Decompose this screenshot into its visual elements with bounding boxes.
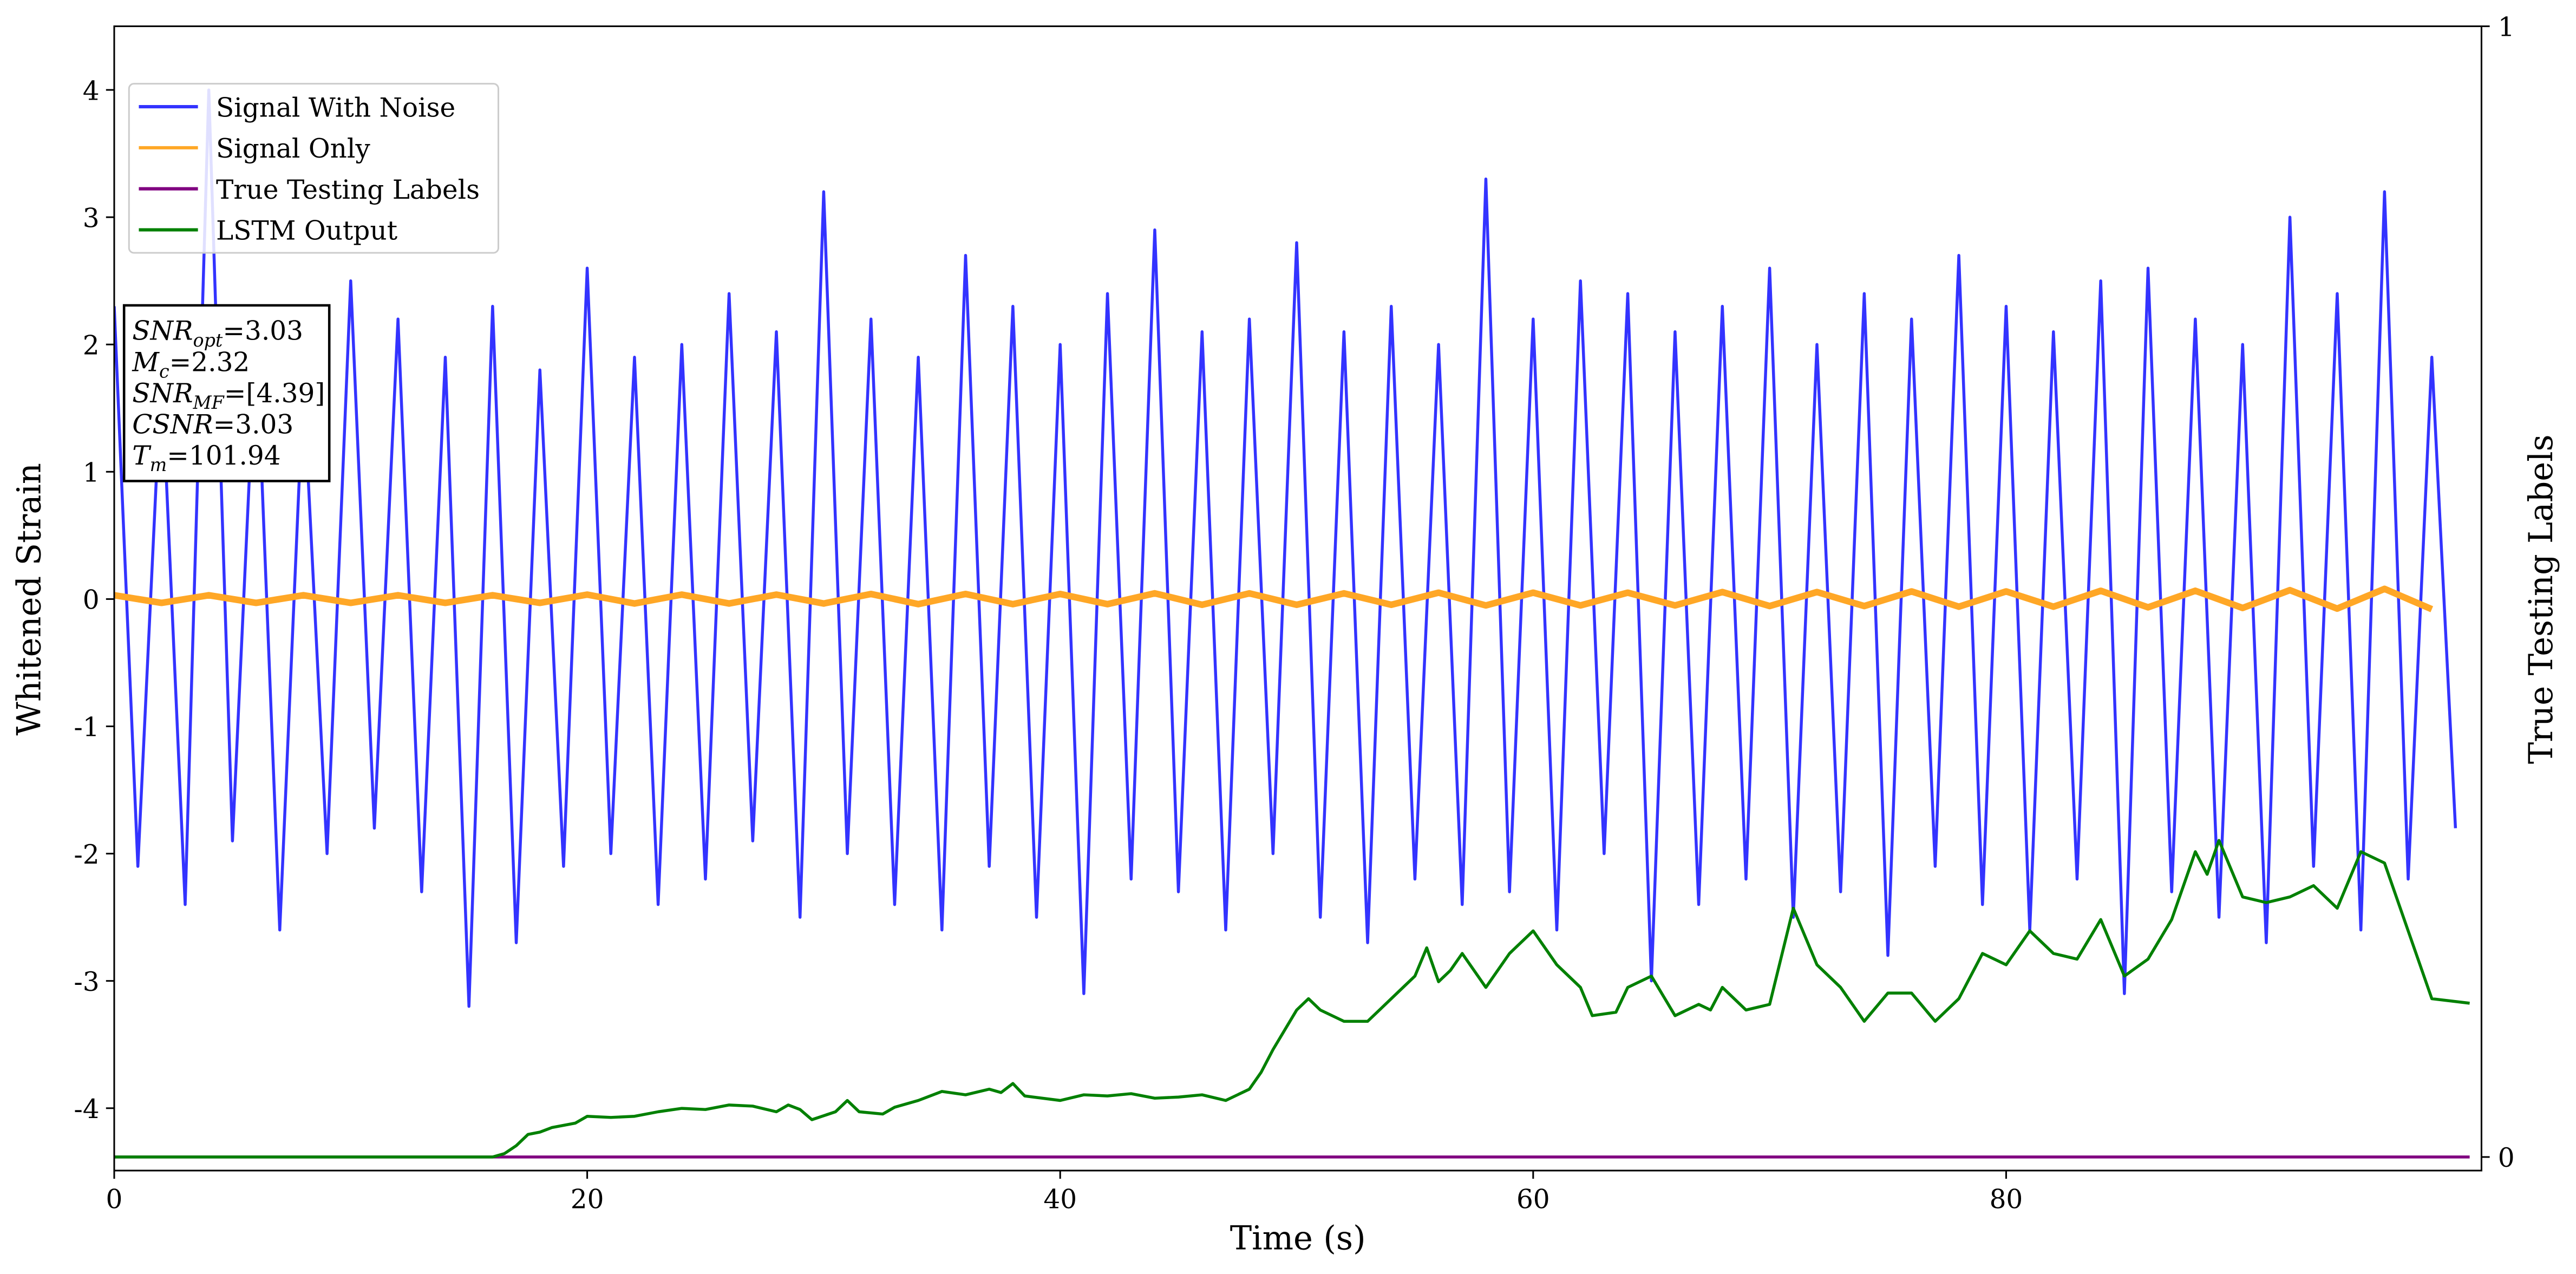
y-tick-label: 4 xyxy=(83,76,100,106)
annotation-frame xyxy=(122,304,331,482)
legend-label: Signal Only xyxy=(216,134,370,164)
y-tick-label: -4 xyxy=(74,1094,99,1125)
y2-tick-label: 0 xyxy=(2498,1143,2515,1173)
annotation-text: CSNR=3.03 xyxy=(132,410,293,440)
x-tick-label: 40 xyxy=(1043,1185,1077,1215)
annotation-rest: =3.03 xyxy=(223,316,303,347)
annotation-main: CSNR xyxy=(132,410,213,440)
legend-label: True Testing Labels xyxy=(216,175,480,205)
annotation-sub: MF xyxy=(193,392,225,413)
y-tick-label: 1 xyxy=(83,458,100,488)
annotation-rest: =3.03 xyxy=(213,410,294,440)
plot-area xyxy=(114,88,2470,1159)
x-tick-label: 20 xyxy=(571,1185,604,1215)
y-tick-label: -1 xyxy=(74,713,99,743)
x-tick-label: 0 xyxy=(106,1185,123,1215)
y-tick-label: 0 xyxy=(83,585,100,616)
annotation-main: SNR xyxy=(132,378,193,409)
annotation-main: T xyxy=(132,441,152,471)
annotation-text: SNRMF=[4.39] xyxy=(132,378,325,413)
annotation-main: SNR xyxy=(132,316,193,347)
y-tick-label: -2 xyxy=(74,840,99,870)
annotation-rest: =[4.39] xyxy=(224,378,325,409)
annotation-main: M xyxy=(132,347,160,377)
annotation-text: Tm=101.94 xyxy=(132,441,280,475)
legend-label: Signal With Noise xyxy=(216,93,455,123)
legend-frame xyxy=(128,83,500,254)
legend-label: LSTM Output xyxy=(216,216,398,246)
y2-axis-label: True Testing Labels xyxy=(2522,434,2560,764)
y2-tick-label: 1 xyxy=(2498,12,2515,43)
annotation-sub: opt xyxy=(193,330,223,351)
legend: Signal With Noise Signal Only True Testing… xyxy=(128,83,500,254)
y-tick-label: 3 xyxy=(83,203,100,233)
y-tick-label: -3 xyxy=(74,967,99,997)
y-tick-label: 2 xyxy=(83,330,100,361)
annotation-box: SNRopt=3.03Mc=2.32SNRMF=[4.39]CSNR=3.03T… xyxy=(122,304,331,482)
x-tick-label: 60 xyxy=(1516,1185,1550,1215)
series-line xyxy=(114,839,2470,1159)
annotation-sub: m xyxy=(150,454,167,475)
x-axis-label: Time (s) xyxy=(1230,1220,1366,1258)
annotation-sub: c xyxy=(159,361,169,382)
y-axis-label: Whitened Strain xyxy=(11,463,49,735)
annotation-rest: =2.32 xyxy=(169,347,250,377)
annotation-text: SNRopt=3.03 xyxy=(132,316,303,351)
annotation-text: Mc=2.32 xyxy=(132,347,250,382)
x-tick-label: 80 xyxy=(1990,1185,2023,1215)
annotation-rest: =101.94 xyxy=(167,441,280,471)
series-line xyxy=(114,585,2434,612)
